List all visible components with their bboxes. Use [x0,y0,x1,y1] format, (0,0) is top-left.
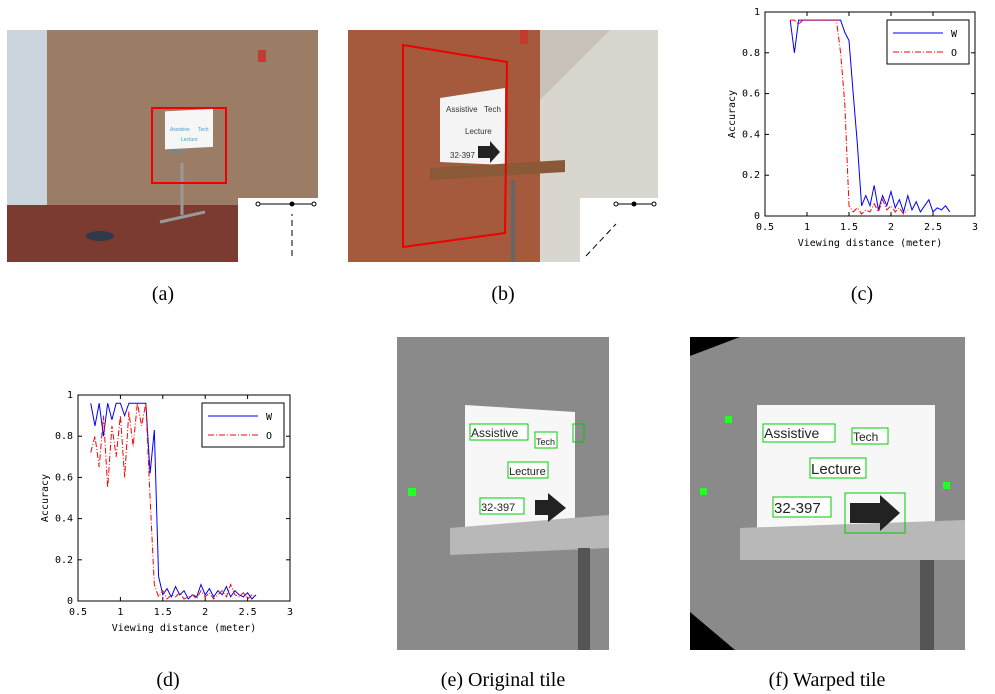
x-tick-label: 1 [804,222,810,233]
y-tick-label: 1 [754,7,760,18]
y-axis-label: Accuracy [727,90,738,138]
legend-label: O [951,48,957,59]
x-tick-label: 0.5 [756,222,774,233]
sign-text: Tech [853,430,878,444]
x-tick-label: 1.5 [840,222,858,233]
x-tick-label: 3 [287,607,293,618]
x-axis-label: Viewing distance (meter) [798,238,943,249]
caption: (d) [156,669,179,691]
x-tick-label: 0.5 [69,607,87,618]
sign-text: Assistive [446,105,478,114]
sign-text: Assistive [170,127,190,133]
sign-text: Assistive [764,425,819,441]
x-tick-label: 2 [202,607,208,618]
photo-b [348,30,658,262]
y-tick-label: 0.2 [55,555,73,566]
x-tick-label: 1.5 [154,607,172,618]
caption: (a) [152,283,174,305]
sign-text: 32-397 [481,502,515,514]
y-tick-label: 0.4 [742,129,760,140]
y-tick-label: 0 [67,596,73,607]
y-tick-label: 0.4 [55,514,73,525]
sign-text: Lecture [811,461,861,478]
figure: Assistive Tech Lecture 32-397 Assistive … [0,0,995,694]
caption: (f) Warped tile [769,669,886,691]
legend-label: W [951,29,958,40]
y-tick-label: 0.8 [55,431,73,442]
legend-label: W [266,412,273,423]
sign-text: Tech [536,437,555,447]
x-tick-label: 2 [888,222,894,233]
legend-label: O [266,431,272,442]
x-tick-label: 2.5 [239,607,257,618]
sign-text: Tech [198,127,209,133]
x-tick-label: 3 [972,222,978,233]
y-tick-label: 0.6 [55,472,73,483]
sign-text: Tech [484,105,501,114]
x-tick-label: 2.5 [924,222,942,233]
y-tick-label: 0.6 [742,89,760,100]
sign-text: 32-397 [170,149,186,155]
y-axis-label: Accuracy [40,474,51,522]
y-tick-label: 0.8 [742,48,760,59]
sign-text: Lecture [465,127,492,136]
x-tick-label: 1 [117,607,123,618]
caption: (c) [851,283,873,305]
sign-text: Lecture [181,137,198,143]
photo-a [7,30,318,262]
x-axis-label: Viewing distance (meter) [112,623,257,634]
sign-text: 32-397 [450,151,475,160]
photo-e [397,337,609,650]
photo-f [690,337,965,650]
y-tick-label: 0 [754,211,760,222]
sign-text: 32-397 [774,500,821,517]
caption: (e) Original tile [441,669,566,691]
sign-text: Lecture [509,466,546,478]
y-tick-label: 0.2 [742,170,760,181]
caption: (b) [491,283,514,305]
sign-text: Assistive [471,426,519,440]
y-tick-label: 1 [67,390,73,401]
